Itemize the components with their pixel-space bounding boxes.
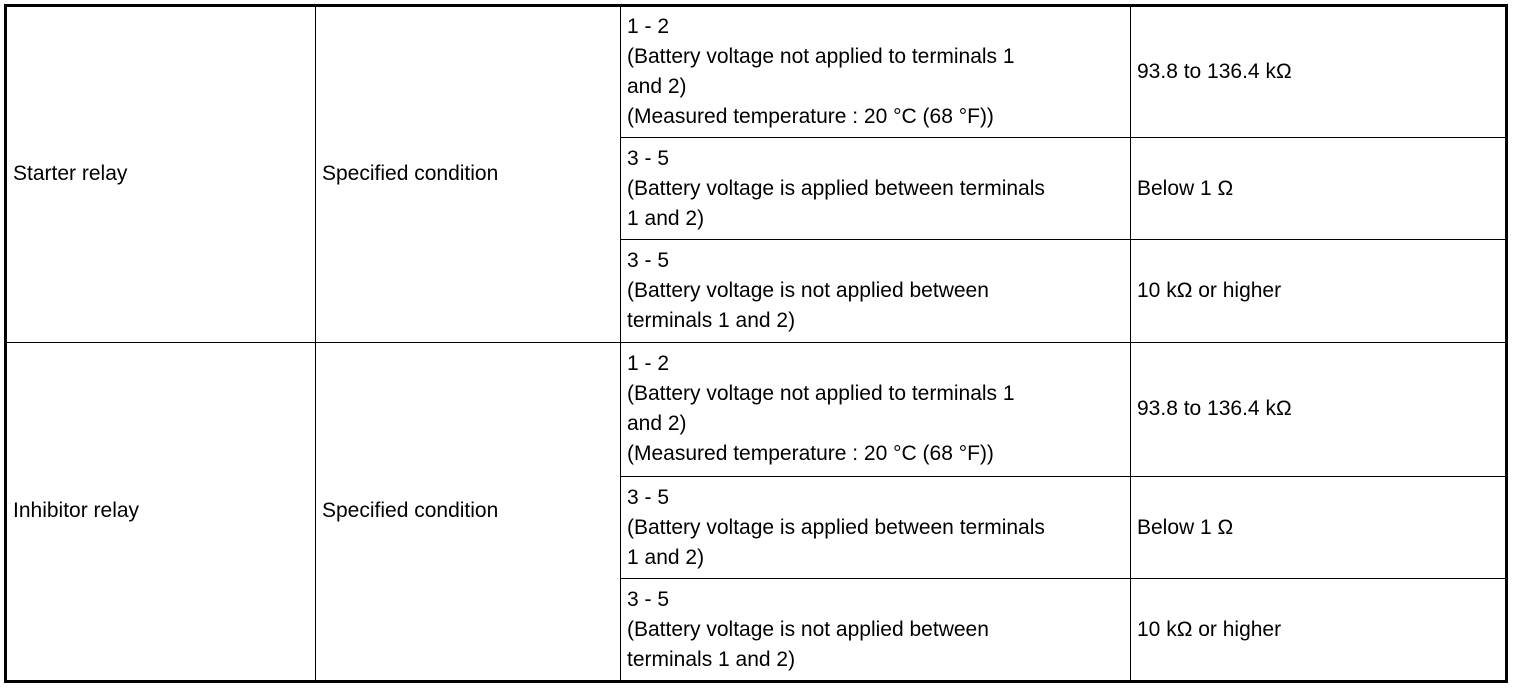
- terminals-label: 3 - 5: [627, 146, 670, 170]
- condition-note: (Measured temperature : 20 °C (68 °F)): [627, 442, 994, 466]
- condition-note: (Battery voltage is applied between term…: [627, 176, 1045, 200]
- spec-cell: 10 kΩ or higher: [1130, 239, 1507, 343]
- terminals-cell: 3 - 5 (Battery voltage is applied between…: [620, 136, 1131, 241]
- condition-note: (Battery voltage is not applied between: [627, 617, 989, 641]
- condition-note: (Battery voltage not applied to terminal…: [627, 382, 1015, 406]
- table-row: 3 - 5 (Battery voltage is not applied bet…: [6, 239, 1507, 343]
- condition-note: and 2): [627, 412, 687, 436]
- table-row: 3 - 5 (Battery voltage is applied between…: [6, 475, 1507, 580]
- condition-note: (Measured temperature : 20 °C (68 °F)): [627, 104, 994, 128]
- component-cell: Inhibitor relay: [5, 341, 316, 683]
- table-row: 3 - 5 (Battery voltage is applied between…: [6, 136, 1507, 241]
- condition-note: (Battery voltage is not applied between: [627, 279, 989, 303]
- spec-cell: 93.8 to 136.4 kΩ: [1130, 5, 1507, 138]
- relay-inspection-table: Starter relay Specified condition 1 - 2 (Ba…: [4, 4, 1508, 683]
- condition-note: and 2): [627, 74, 687, 98]
- condition-note: (Battery voltage not applied to terminal…: [627, 44, 1015, 68]
- terminals-cell: 3 - 5 (Battery voltage is not applied bet…: [620, 578, 1131, 682]
- table-row: Inhibitor relay Specified condition 1 - 2 (…: [5, 341, 1507, 683]
- terminals-cell: 3 - 5 (Battery voltage is applied between…: [620, 475, 1131, 580]
- terminals-cell: 1 - 2 (Battery voltage not applied to ter…: [620, 341, 1131, 477]
- table-row: 3 - 5 (Battery voltage is not applied bet…: [6, 578, 1507, 682]
- spec-cell: 10 kΩ or higher: [1130, 578, 1507, 682]
- condition-cell: Specified condition: [315, 341, 621, 683]
- condition-note: terminals 1 and 2): [627, 647, 796, 671]
- component-cell: Starter relay: [5, 5, 316, 343]
- terminals-label: 1 - 2: [627, 14, 670, 38]
- condition-cell: Specified condition: [315, 5, 621, 343]
- condition-note: 1 and 2): [627, 545, 705, 569]
- condition-note: 1 and 2): [627, 206, 705, 230]
- terminals-label: 1 - 2: [627, 352, 670, 376]
- condition-note: (Battery voltage is applied between term…: [627, 515, 1045, 539]
- spec-cell: Below 1 Ω: [1130, 136, 1507, 241]
- spec-cell: 93.8 to 136.4 kΩ: [1130, 341, 1507, 477]
- terminals-label: 3 - 5: [627, 587, 670, 611]
- spec-cell: Below 1 Ω: [1130, 475, 1507, 580]
- table-row: Starter relay Specified condition 1 - 2 (Ba…: [5, 5, 1507, 343]
- terminals-label: 3 - 5: [627, 485, 670, 509]
- terminals-label: 3 - 5: [627, 249, 670, 273]
- condition-note: terminals 1 and 2): [627, 309, 796, 333]
- terminals-cell: 1 - 2 (Battery voltage not applied to ter…: [620, 5, 1131, 138]
- terminals-cell: 3 - 5 (Battery voltage is not applied bet…: [620, 239, 1131, 343]
